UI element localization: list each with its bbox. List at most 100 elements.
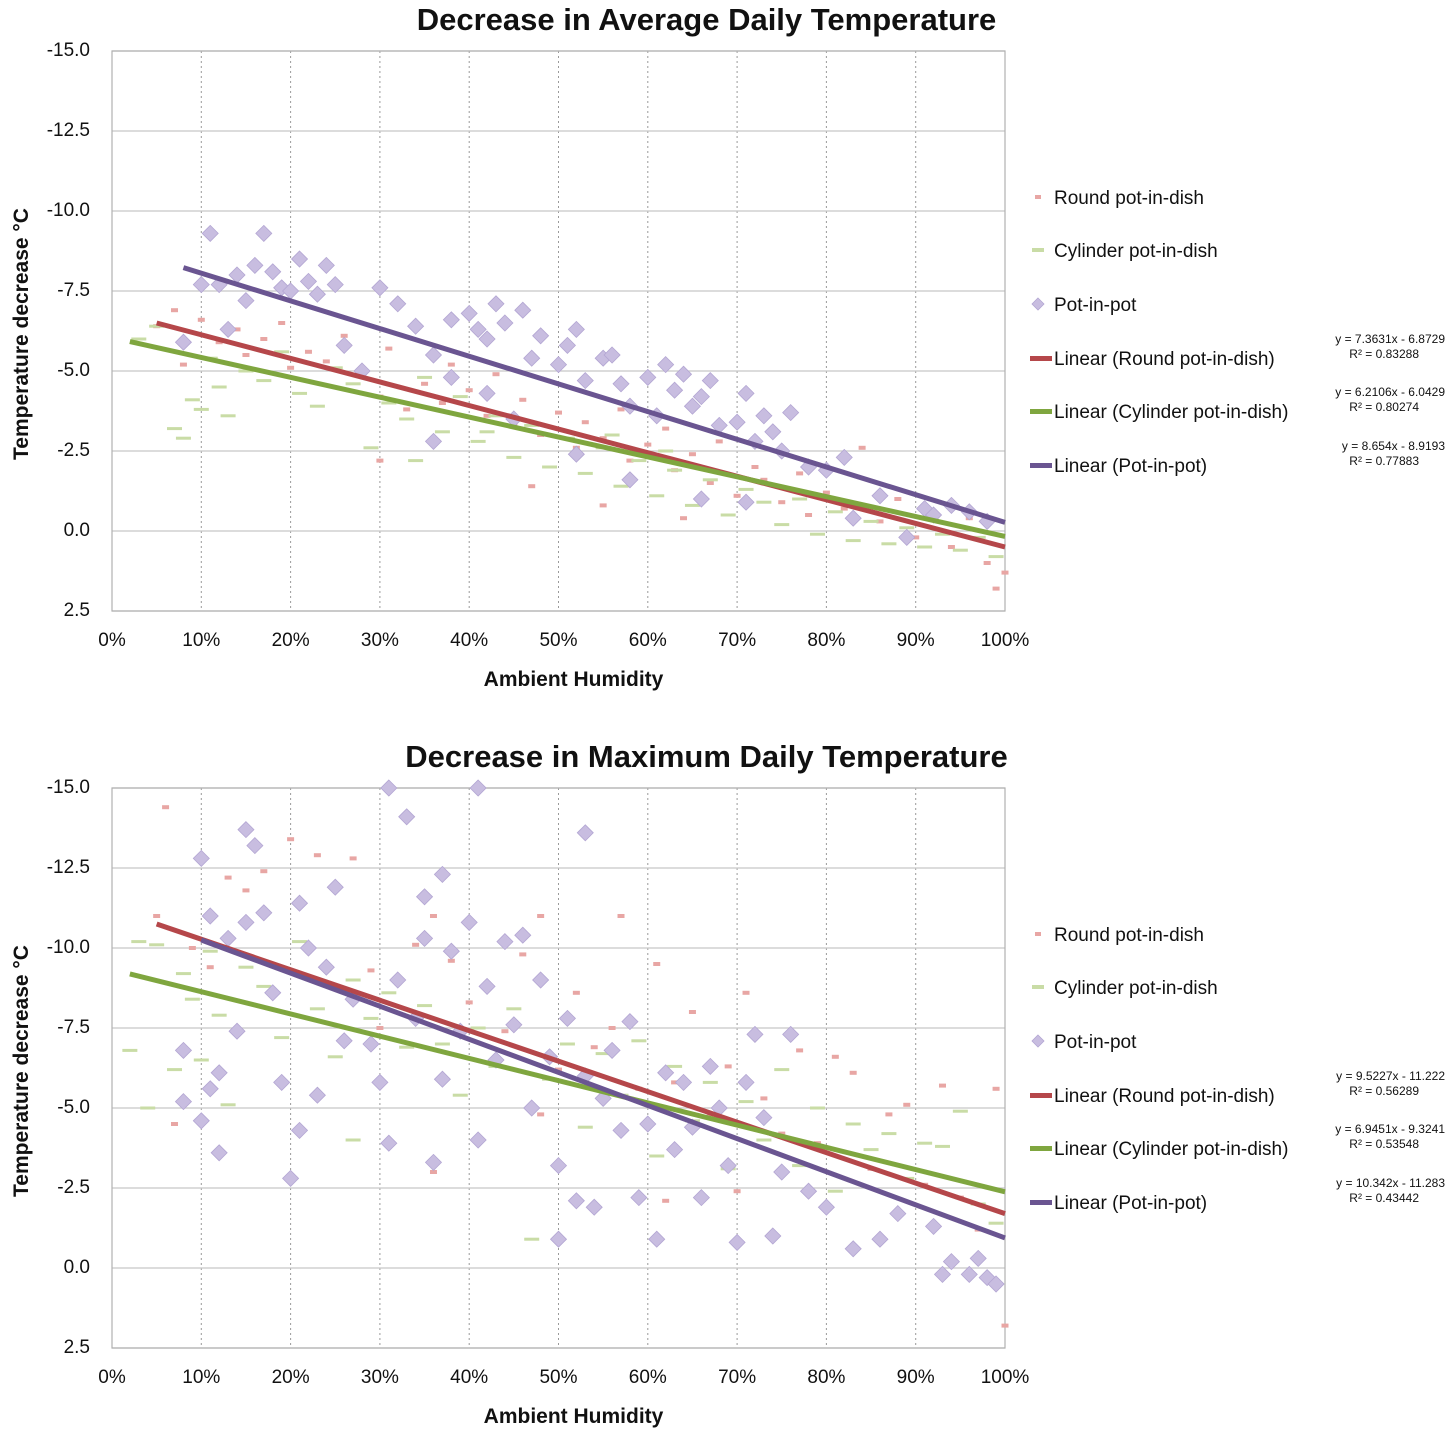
data-point [555,410,562,415]
data-point [876,519,884,524]
data-point [242,888,250,893]
legend-label: Linear (Round pot-in-dish) [1054,1086,1275,1107]
data-point [506,455,522,459]
r-squared-text: R² = 0.77883 [1349,454,1419,468]
data-point [630,1189,648,1207]
data-point [992,1086,1000,1091]
data-point [567,1192,585,1210]
data-point [465,388,473,393]
data-point [537,914,545,918]
data-point [871,1230,889,1248]
data-point [773,1163,791,1181]
data-point [881,1132,897,1136]
data-point [733,493,741,498]
legend-swatch [1030,1093,1052,1098]
data-point [688,452,696,457]
data-point [952,1109,968,1113]
data-point [362,1035,380,1053]
y-tick-label: 2.5 [63,600,90,621]
data-point [792,1164,808,1168]
data-point [701,372,719,390]
data-point [817,1198,835,1216]
data-point [326,878,344,896]
data-point [238,965,254,969]
data-point [514,301,532,319]
data-point [514,926,532,944]
data-point [657,1064,675,1082]
data-point [201,1080,219,1098]
data-point [871,487,889,505]
data-point [639,368,657,386]
data-point [287,837,295,842]
data-point [576,372,594,390]
trendline-equation: y = 10.342x - 11.283 R² = 0.43442 [1300,1176,1445,1206]
data-point [983,561,991,565]
data-point [469,779,487,797]
legend-label: Round pot-in-dish [1054,925,1204,946]
data-point [604,433,620,437]
data-point [317,256,335,274]
trendline-linear-cylinder-pot-in-dish [129,971,1006,1195]
data-point [179,362,187,367]
data-point [308,285,326,303]
data-point [274,1036,290,1040]
legend-marker [1031,1034,1045,1048]
legend-item-pot-in-pot: Pot-in-pot [1030,1027,1450,1057]
legend-label: Pot-in-pot [1054,295,1137,316]
data-point [528,484,536,489]
data-point [246,837,264,855]
data-point [667,1064,683,1068]
data-point [613,484,629,488]
legend-item-round-pot-in-dish: Round pot-in-dish [1030,183,1450,213]
data-point [210,1064,228,1082]
y-tick-label: -15.0 [46,40,90,61]
data-point [438,401,446,405]
data-point [519,397,527,402]
data-point [380,779,398,797]
data-point [421,381,429,386]
legend-marker [1030,409,1052,414]
data-point [322,359,330,364]
data-point [237,292,255,310]
data-point [403,407,411,412]
data-point [899,526,915,530]
legend-marker [1032,985,1044,989]
data-point [657,356,675,374]
data-point [827,1189,843,1193]
data-point [912,535,920,540]
data-point [755,1109,773,1127]
data-point [367,968,375,973]
equation-text: y = 10.342x - 11.283 [1336,1176,1445,1190]
data-point [171,308,179,313]
data-point [737,384,755,402]
plot-canvas [111,50,1009,612]
data-point [465,1000,473,1005]
y-tick-label: -2.5 [57,440,90,461]
legend-marker [1030,463,1052,468]
data-point [683,397,702,415]
data-point [210,1144,228,1162]
data-point [542,465,558,469]
data-point [255,904,273,922]
x-axis-title: Ambient Humidity [483,1405,664,1428]
data-point [756,500,772,504]
data-point [287,365,295,370]
x-tick-label: 40% [450,630,489,651]
trendline-equation: y = 6.9451x - 9.3241 R² = 0.53548 [1300,1122,1445,1152]
data-point [537,1112,545,1117]
trendline-linear-pot-in-pot [200,937,1006,1241]
data-point [599,503,607,508]
y-tick-label: -12.5 [46,120,90,141]
data-point [264,984,282,1002]
data-point [764,423,782,441]
data-point [724,1064,732,1069]
data-point [863,519,879,523]
data-point [626,458,634,463]
data-point [934,1144,950,1148]
data-point [728,1233,746,1251]
data-point [140,1106,156,1110]
data-point [835,448,853,466]
data-point [987,1275,1005,1293]
data-point [434,1042,450,1046]
data-point [131,337,147,341]
